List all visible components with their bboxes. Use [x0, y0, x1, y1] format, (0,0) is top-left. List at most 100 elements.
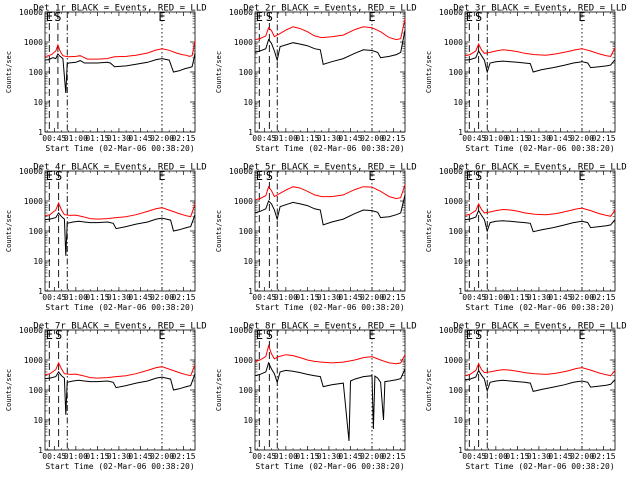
- y-axis-label: Counts/sec: [215, 369, 223, 411]
- series-line-events: [254, 30, 406, 65]
- detector-panel-5: Det_5r BLACK = Events, RED = LLD 1 10 100 10…: [215, 163, 417, 313]
- marker-label: S: [266, 328, 273, 342]
- x-tick-label: 01:45: [338, 452, 362, 461]
- y-tick-label: 1000: [234, 38, 253, 47]
- x-axis-label: Start Time (02-Mar-06 00:38:20): [255, 303, 404, 312]
- detector-panel-6: Det_6r BLACK = Events, RED = LLD 1 10 100 10…: [425, 163, 627, 313]
- y-tick-label: 10: [243, 98, 253, 107]
- marker-label: S: [475, 10, 482, 24]
- x-tick-label: 02:15: [381, 134, 405, 143]
- x-tick-label: 01:00: [484, 452, 508, 461]
- x-axis-label: Start Time (02-Mar-06 00:38:20): [45, 144, 194, 153]
- x-tick-label: 01:30: [107, 134, 131, 143]
- y-tick-label: 100: [449, 386, 464, 395]
- y-tick-label: 10: [243, 257, 253, 266]
- y-tick-label: 1000: [234, 197, 253, 206]
- marker-label: E: [256, 10, 263, 24]
- x-tick-label: 02:15: [171, 293, 195, 302]
- x-tick-label: 00:45: [42, 134, 66, 143]
- marker-label: E: [466, 328, 473, 342]
- x-tick-label: 02:00: [360, 134, 384, 143]
- x-tick-label: 00:45: [42, 293, 66, 302]
- marker-label: S: [55, 169, 62, 183]
- y-tick-label: 10: [453, 416, 463, 425]
- x-tick-label: 02:15: [171, 452, 195, 461]
- marker-label: E: [368, 169, 375, 183]
- detector-panel-4: Det_4r BLACK = Events, RED = LLD 1 10 100 10…: [5, 163, 207, 313]
- x-tick-label: 02:00: [360, 293, 384, 302]
- panel-title: Det_8r BLACK = Events, RED = LLD: [243, 322, 416, 332]
- series-line-lld: [44, 201, 196, 220]
- detector-panel-2: Det_2r BLACK = Events, RED = LLD 1 10 100 10…: [215, 4, 417, 154]
- x-axis-label: Start Time (02-Mar-06 00:38:20): [255, 462, 404, 471]
- marker-label: E: [46, 10, 53, 24]
- y-tick-label: 1000: [444, 38, 463, 47]
- x-tick-label: 01:15: [295, 293, 319, 302]
- x-tick-label: 02:15: [591, 452, 615, 461]
- y-tick-label: 1: [458, 446, 463, 455]
- panel-title: Det_5r BLACK = Events, RED = LLD: [243, 163, 416, 173]
- x-tick-label: 01:30: [107, 452, 131, 461]
- y-tick-label: 100: [239, 386, 254, 395]
- x-axis-label: Start Time (02-Mar-06 00:38:20): [465, 462, 614, 471]
- marker-label: E: [46, 328, 53, 342]
- y-axis-label: Counts/sec: [425, 369, 433, 411]
- x-tick-label: 01:15: [505, 134, 529, 143]
- x-tick-label: 01:45: [548, 134, 572, 143]
- y-tick-label: 1000: [24, 38, 43, 47]
- x-tick-label: 00:45: [252, 134, 276, 143]
- marker-label: E: [368, 328, 375, 342]
- marker-label: E: [578, 328, 585, 342]
- x-tick-label: 00:45: [462, 134, 486, 143]
- x-tick-label: 02:00: [360, 452, 384, 461]
- marker-label: S: [266, 169, 273, 183]
- series-line-lld: [464, 42, 616, 57]
- marker-label: E: [466, 169, 473, 183]
- x-tick-label: 01:15: [505, 293, 529, 302]
- x-tick-label: 00:45: [462, 452, 486, 461]
- y-tick-label: 10000: [19, 8, 43, 17]
- y-tick-label: 100: [239, 227, 254, 236]
- x-tick-label: 01:30: [317, 293, 341, 302]
- x-tick-label: 01:45: [338, 134, 362, 143]
- series-line-lld: [464, 202, 616, 217]
- x-axis-label: Start Time (02-Mar-06 00:38:20): [45, 462, 194, 471]
- y-axis-label: Counts/sec: [215, 51, 223, 93]
- y-tick-label: 10000: [19, 326, 43, 335]
- y-tick-label: 1: [248, 128, 253, 137]
- marker-label: E: [578, 10, 585, 24]
- marker-label: S: [54, 10, 61, 24]
- series-line-lld: [254, 18, 406, 41]
- x-tick-label: 02:00: [150, 452, 174, 461]
- y-axis-label: Counts/sec: [5, 210, 13, 252]
- y-tick-label: 1: [458, 287, 463, 296]
- y-tick-label: 10000: [19, 167, 43, 176]
- x-tick-label: 00:45: [252, 293, 276, 302]
- y-axis-label: Counts/sec: [5, 369, 13, 411]
- y-tick-label: 100: [449, 227, 464, 236]
- x-axis-label: Start Time (02-Mar-06 00:38:20): [465, 144, 614, 153]
- y-tick-label: 1: [458, 128, 463, 137]
- y-tick-label: 1: [38, 446, 43, 455]
- marker-label: E: [578, 169, 585, 183]
- y-tick-label: 100: [239, 68, 254, 77]
- x-tick-label: 02:00: [570, 452, 594, 461]
- panel-title: Det_4r BLACK = Events, RED = LLD: [33, 163, 206, 173]
- series-line-events: [254, 194, 406, 226]
- x-tick-label: 01:00: [484, 293, 508, 302]
- y-tick-label: 1000: [24, 356, 43, 365]
- series-line-lld: [464, 362, 616, 377]
- x-tick-label: 00:45: [252, 452, 276, 461]
- y-tick-label: 10000: [229, 167, 253, 176]
- x-tick-label: 02:00: [150, 293, 174, 302]
- x-tick-label: 01:15: [85, 293, 109, 302]
- x-axis-label: Start Time (02-Mar-06 00:38:20): [255, 144, 404, 153]
- y-tick-label: 10: [33, 98, 43, 107]
- x-tick-label: 01:00: [64, 452, 88, 461]
- y-tick-label: 1000: [444, 197, 463, 206]
- y-tick-label: 10: [33, 416, 43, 425]
- y-tick-label: 1: [38, 287, 43, 296]
- marker-label: E: [158, 10, 165, 24]
- x-tick-label: 02:00: [150, 134, 174, 143]
- x-tick-label: 01:30: [107, 293, 131, 302]
